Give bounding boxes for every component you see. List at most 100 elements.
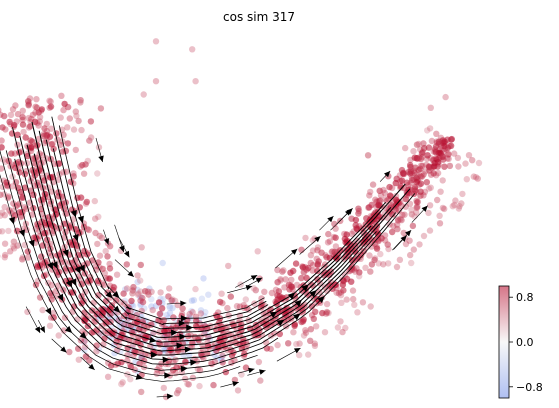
cell-point <box>32 104 38 110</box>
cell-point <box>225 263 231 269</box>
cell-point <box>139 244 145 250</box>
cell-point <box>189 298 195 304</box>
colorbar: 0.80.0−0.8 <box>499 286 543 398</box>
cell-point <box>377 188 383 194</box>
cell-point <box>11 122 17 128</box>
cell-point <box>67 115 73 121</box>
colorbar-tick-label: −0.8 <box>516 381 543 394</box>
cell-point <box>77 99 83 105</box>
cell-point <box>437 220 443 226</box>
cell-point <box>440 205 446 211</box>
cell-point <box>421 145 427 151</box>
cell-point <box>368 303 374 309</box>
cell-point <box>41 125 47 131</box>
cell-point <box>298 319 304 325</box>
cell-point <box>350 296 356 302</box>
cell-point <box>427 202 433 208</box>
streamline-arrow <box>259 369 266 374</box>
cell-point <box>165 293 171 299</box>
cell-point <box>82 161 88 167</box>
cell-point <box>107 275 113 281</box>
cell-point <box>435 159 441 165</box>
cell-point <box>159 305 165 311</box>
cell-point <box>366 252 372 258</box>
cell-point <box>441 143 447 149</box>
cell-point <box>150 307 156 313</box>
cell-point <box>312 309 318 315</box>
cell-point <box>402 145 408 151</box>
streamline-arrow <box>40 326 45 333</box>
cell-point <box>170 314 176 320</box>
cell-point <box>192 334 198 340</box>
cell-point <box>224 305 230 311</box>
cell-point <box>367 189 373 195</box>
cell-point <box>445 151 451 157</box>
streamline-arrow <box>29 240 35 248</box>
cell-point <box>1 204 7 210</box>
cell-point <box>370 181 376 187</box>
cell-point <box>374 245 380 251</box>
outlier-point <box>189 46 195 52</box>
cell-point <box>318 250 324 256</box>
cell-point <box>411 246 417 252</box>
chart-title: cos sim 317 <box>223 10 295 24</box>
cell-point <box>351 302 357 308</box>
cell-point <box>440 154 446 160</box>
cell-point <box>56 332 62 338</box>
cell-point <box>455 163 461 169</box>
cell-point <box>344 231 350 237</box>
cell-point <box>61 206 67 212</box>
cell-point <box>338 300 344 306</box>
cell-point <box>71 126 77 132</box>
cell-point <box>437 189 443 195</box>
cell-point <box>94 170 100 176</box>
cell-point <box>217 299 223 305</box>
cell-point <box>274 279 280 285</box>
cell-point <box>406 238 412 244</box>
cell-point <box>441 164 447 170</box>
cell-point <box>5 228 11 234</box>
cell-point <box>393 180 399 186</box>
streamline-arrow <box>180 300 186 306</box>
streamline-arrow <box>232 381 239 386</box>
cell-point <box>305 265 311 271</box>
cell-point <box>350 287 356 293</box>
cell-point <box>425 210 431 216</box>
cell-point <box>209 361 215 367</box>
cell-point <box>464 176 470 182</box>
cell-point <box>323 311 329 317</box>
cell-point <box>344 296 350 302</box>
cell-point <box>28 144 34 150</box>
cell-point <box>410 223 416 229</box>
cell-point <box>412 187 418 193</box>
outlier-point <box>141 91 147 97</box>
cell-point <box>369 202 375 208</box>
cell-point <box>7 248 13 254</box>
cell-point <box>104 253 110 259</box>
colorbar-tick-label: 0.8 <box>516 291 534 304</box>
cell-point <box>210 382 216 388</box>
cell-point <box>75 118 81 124</box>
cell-point <box>410 148 416 154</box>
cell-point <box>447 163 453 169</box>
cell-point <box>92 198 98 204</box>
cell-point <box>276 288 282 294</box>
streamline-arrow <box>9 217 15 225</box>
cell-point <box>81 171 87 177</box>
cell-point <box>47 323 53 329</box>
cell-point <box>261 289 267 295</box>
cell-point <box>286 282 292 288</box>
cell-point <box>434 197 440 203</box>
cell-point <box>33 96 39 102</box>
cell-point <box>182 376 188 382</box>
cell-point <box>293 260 299 266</box>
cell-point <box>417 189 423 195</box>
cell-point <box>58 114 64 120</box>
cell-point <box>414 142 420 148</box>
cell-point <box>451 202 457 208</box>
cell-point <box>427 125 433 131</box>
cell-point <box>127 376 133 382</box>
cell-point <box>137 277 143 283</box>
cell-point <box>424 152 430 158</box>
